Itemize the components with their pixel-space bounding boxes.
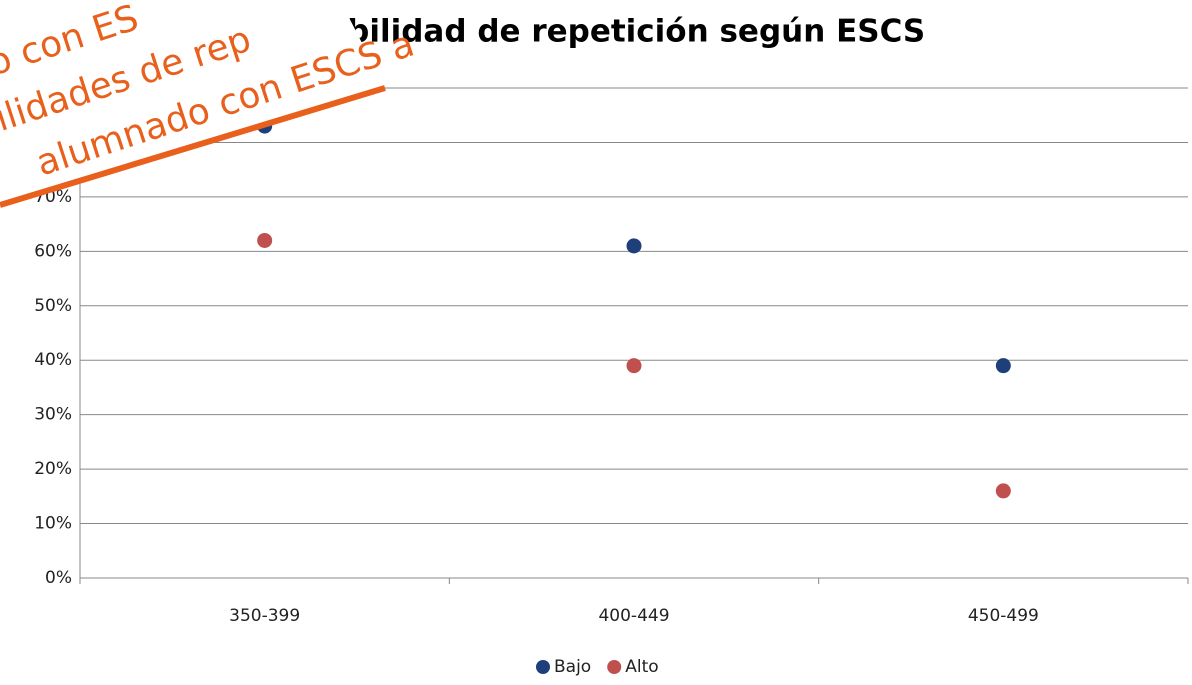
- point: [626, 358, 642, 374]
- y-tick-label: 10%: [34, 514, 72, 534]
- point: [995, 483, 1011, 499]
- y-tick-label: 0%: [45, 568, 72, 588]
- plot-area: 0%10%20%30%40%50%60%70%80%90%350-399400-…: [34, 78, 1189, 677]
- point: [257, 232, 273, 248]
- point: [626, 238, 642, 254]
- x-tick-label: 450-499: [968, 606, 1039, 626]
- callout-edge: [0, 85, 386, 208]
- legend-marker: [536, 660, 550, 674]
- y-tick-label: 60%: [34, 241, 72, 261]
- legend-marker: [607, 660, 622, 674]
- y-tick-label: 30%: [34, 405, 72, 425]
- x-tick-label: 350-399: [229, 606, 300, 626]
- legend-label: Alto: [625, 657, 658, 677]
- point: [995, 358, 1011, 374]
- y-tick-label: 50%: [34, 296, 72, 316]
- y-tick-label: 40%: [34, 350, 72, 370]
- x-tick-label: 400-449: [598, 606, 669, 626]
- callout-box: [0, 0, 385, 205]
- legend-label: Bajo: [554, 657, 591, 677]
- y-tick-label: 20%: [34, 459, 72, 479]
